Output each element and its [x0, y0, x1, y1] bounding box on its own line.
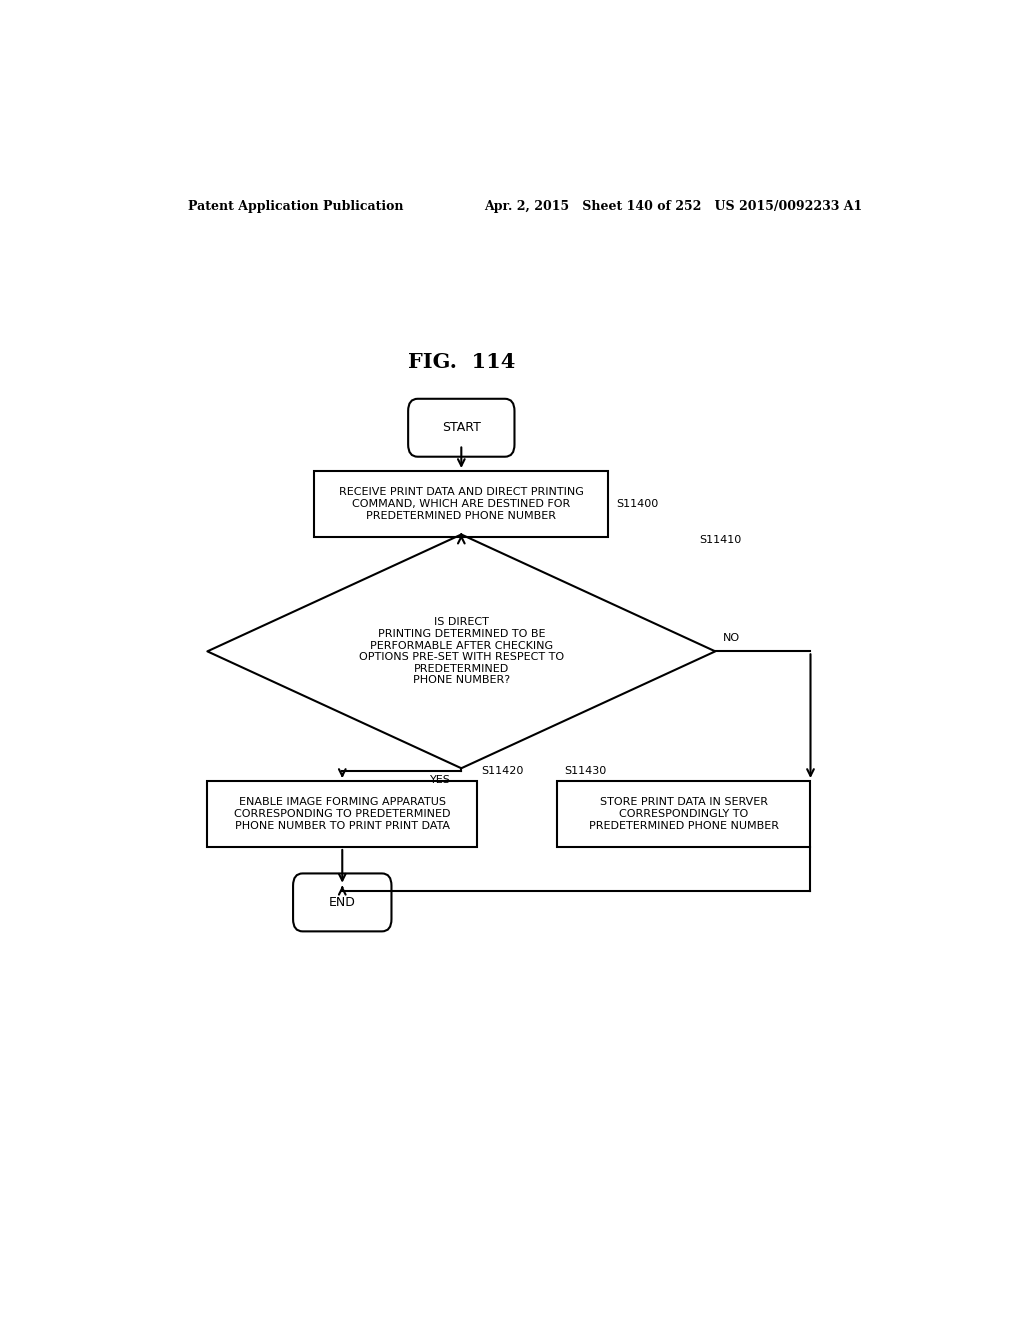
- Text: Patent Application Publication: Patent Application Publication: [187, 199, 403, 213]
- Text: START: START: [442, 421, 480, 434]
- Text: Apr. 2, 2015   Sheet 140 of 252   US 2015/0092233 A1: Apr. 2, 2015 Sheet 140 of 252 US 2015/00…: [483, 199, 862, 213]
- Text: S11400: S11400: [616, 499, 658, 510]
- FancyBboxPatch shape: [314, 471, 608, 537]
- Text: STORE PRINT DATA IN SERVER
CORRESPONDINGLY TO
PREDETERMINED PHONE NUMBER: STORE PRINT DATA IN SERVER CORRESPONDING…: [589, 797, 778, 830]
- Text: S11430: S11430: [564, 766, 607, 776]
- Text: YES: YES: [430, 775, 451, 785]
- Text: END: END: [329, 896, 355, 909]
- FancyBboxPatch shape: [293, 874, 391, 932]
- Text: ENABLE IMAGE FORMING APPARATUS
CORRESPONDING TO PREDETERMINED
PHONE NUMBER TO PR: ENABLE IMAGE FORMING APPARATUS CORRESPON…: [234, 797, 451, 830]
- Text: FIG.  114: FIG. 114: [408, 351, 515, 372]
- FancyBboxPatch shape: [409, 399, 514, 457]
- Text: RECEIVE PRINT DATA AND DIRECT PRINTING
COMMAND, WHICH ARE DESTINED FOR
PREDETERM: RECEIVE PRINT DATA AND DIRECT PRINTING C…: [339, 487, 584, 520]
- Polygon shape: [207, 535, 715, 768]
- Text: IS DIRECT
PRINTING DETERMINED TO BE
PERFORMABLE AFTER CHECKING
OPTIONS PRE-SET W: IS DIRECT PRINTING DETERMINED TO BE PERF…: [358, 618, 564, 685]
- Text: NO: NO: [723, 634, 740, 643]
- Text: S11420: S11420: [481, 766, 523, 776]
- FancyBboxPatch shape: [556, 781, 810, 847]
- Text: S11410: S11410: [699, 535, 741, 545]
- FancyBboxPatch shape: [207, 781, 477, 847]
